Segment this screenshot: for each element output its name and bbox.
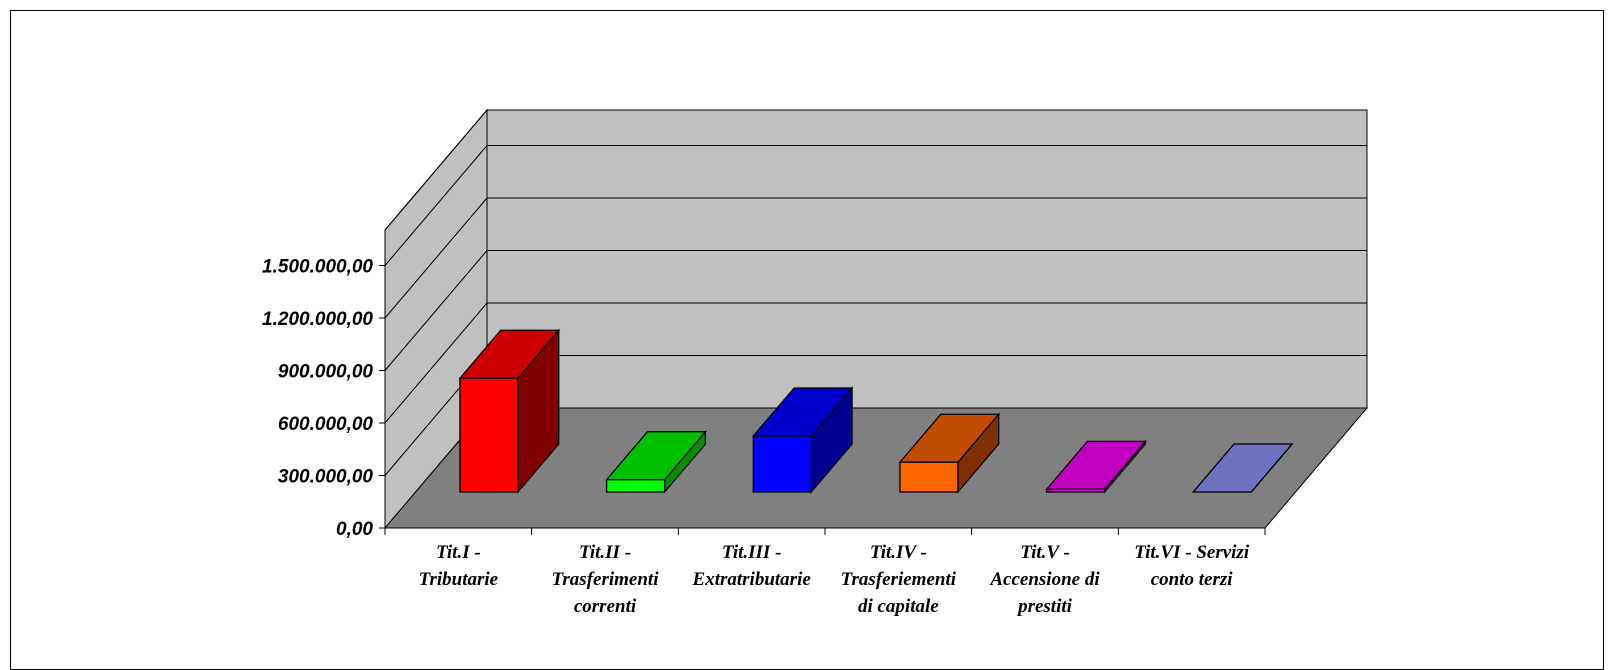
bar — [1045, 488, 1106, 493]
bar — [899, 461, 959, 493]
gridline — [384, 250, 1367, 371]
x-tick-label: Tit.II -Trasferimenti correnti — [552, 542, 660, 617]
y-tick-label: 1.500.000,00 — [262, 257, 373, 278]
y-tick-label: 600.000,00 — [278, 414, 374, 435]
y-tick-label: 900.000,00 — [278, 362, 374, 383]
bar-top — [1191, 443, 1294, 493]
gridline — [384, 197, 1367, 319]
x-tick-label: Tit.IV -Trasferiementi di capitale — [841, 542, 957, 617]
x-tick-label: Tit.V -Accensione di prestiti — [989, 542, 1100, 617]
bar — [459, 377, 519, 493]
y-tick-label: 300.000,00 — [278, 467, 374, 488]
bar — [605, 479, 666, 493]
gridline — [384, 302, 1367, 424]
x-tick-label: Tit.VI - Servizi conto terzi — [1134, 542, 1250, 590]
bar — [752, 435, 812, 493]
gridline — [384, 145, 1367, 266]
y-tick-label: 0,00 — [336, 519, 373, 540]
back-wall — [486, 109, 1368, 409]
x-tick-label: Tit.I -Tributarie — [419, 542, 499, 590]
x-tick-label: Tit.III -Extratributarie — [692, 542, 812, 590]
wall-top-edge — [384, 109, 1367, 231]
y-tick-label: 1.200.000,00 — [262, 309, 373, 330]
